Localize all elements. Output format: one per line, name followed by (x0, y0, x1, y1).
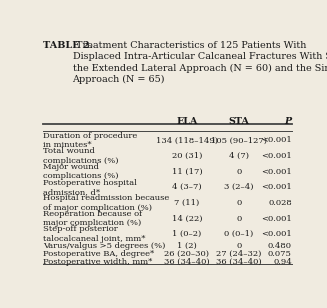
Text: 36 (34–40): 36 (34–40) (216, 257, 262, 265)
Text: 4 (7): 4 (7) (229, 152, 249, 160)
Text: 36 (34–40): 36 (34–40) (164, 257, 210, 265)
Text: <0.001: <0.001 (261, 168, 292, 176)
Text: 0: 0 (236, 215, 242, 223)
Text: P: P (284, 117, 292, 126)
Text: 27 (24–32): 27 (24–32) (216, 250, 262, 258)
Text: <0.001: <0.001 (261, 136, 292, 144)
Text: 4 (3–7): 4 (3–7) (172, 183, 202, 191)
Text: 0: 0 (236, 242, 242, 250)
Text: 1 (2): 1 (2) (177, 242, 197, 250)
Text: 14 (22): 14 (22) (172, 215, 202, 223)
Text: Treatment Characteristics of 125 Patients With
Displaced Intra-Articular Calcane: Treatment Characteristics of 125 Patient… (73, 41, 327, 84)
Text: Step-off posterior
talocalcaneal joint, mm*: Step-off posterior talocalcaneal joint, … (43, 225, 146, 243)
Text: 105 (90–127): 105 (90–127) (211, 136, 267, 144)
Text: TABLE 2.: TABLE 2. (43, 41, 94, 50)
Text: <0.001: <0.001 (261, 183, 292, 191)
Text: Total wound
complications (%): Total wound complications (%) (43, 147, 119, 165)
Text: STA: STA (229, 117, 250, 126)
Text: Postoperative hospital
admission, d*: Postoperative hospital admission, d* (43, 179, 137, 196)
Text: Postoperative BA, degree*: Postoperative BA, degree* (43, 250, 155, 258)
Text: 3 (2–4): 3 (2–4) (224, 183, 254, 191)
Text: 26 (20–30): 26 (20–30) (164, 250, 209, 258)
Text: 1 (0–2): 1 (0–2) (172, 230, 201, 238)
Text: <0.001: <0.001 (261, 152, 292, 160)
Text: 0: 0 (236, 168, 242, 176)
Text: 0 (0–1): 0 (0–1) (224, 230, 254, 238)
Text: 134 (118–149): 134 (118–149) (156, 136, 218, 144)
Text: 11 (17): 11 (17) (172, 168, 202, 176)
Text: Major wound
complications (%): Major wound complications (%) (43, 163, 119, 180)
Text: Reoperation because of
major complication (%): Reoperation because of major complicatio… (43, 210, 143, 227)
Text: 7 (11): 7 (11) (174, 199, 199, 207)
Text: 0: 0 (236, 199, 242, 207)
Text: 0.480: 0.480 (268, 242, 292, 250)
Text: Postoperative width, mm*: Postoperative width, mm* (43, 257, 153, 265)
Text: 0.075: 0.075 (268, 250, 292, 258)
Text: ELA: ELA (176, 117, 198, 126)
Text: <0.001: <0.001 (261, 230, 292, 238)
Text: 0.94: 0.94 (273, 257, 292, 265)
Text: Duration of procedure
in minutes*: Duration of procedure in minutes* (43, 132, 138, 149)
Text: 20 (31): 20 (31) (172, 152, 202, 160)
Text: Hospital readmission because
of major complication (%): Hospital readmission because of major co… (43, 194, 170, 212)
Text: 0.028: 0.028 (268, 199, 292, 207)
Text: <0.001: <0.001 (261, 215, 292, 223)
Text: Varus/valgus >5 degrees (%): Varus/valgus >5 degrees (%) (43, 242, 166, 250)
